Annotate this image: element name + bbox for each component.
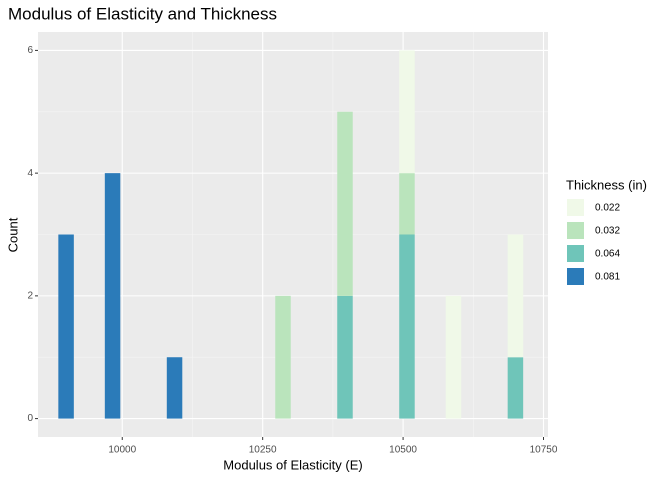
legend-title: Thickness (in) (566, 177, 647, 192)
y-tick-label: 0 (27, 413, 33, 424)
legend-label: 0.032 (595, 226, 620, 237)
x-tick-label: 10250 (249, 445, 277, 456)
bar (166, 357, 183, 419)
bar (58, 234, 74, 419)
bar (445, 295, 462, 419)
bar (507, 234, 524, 358)
legend-label: 0.081 (595, 272, 620, 283)
x-tick-label: 10500 (389, 445, 417, 456)
bar (399, 234, 415, 419)
y-axis-title: Count (5, 217, 20, 252)
chart-title: Modulus of Elasticity and Thickness (8, 4, 277, 23)
x-axis-title: Modulus of Elasticity (E) (223, 457, 362, 472)
bar (104, 173, 121, 419)
bar (507, 357, 524, 419)
x-tick-label: 10000 (108, 445, 136, 456)
legend-label: 0.022 (595, 203, 620, 214)
bar (399, 173, 415, 235)
bar (275, 295, 291, 419)
legend-key (567, 222, 584, 239)
legend-key (567, 245, 584, 262)
bar (337, 295, 353, 419)
y-tick-label: 2 (27, 291, 33, 302)
y-tick-label: 4 (27, 168, 33, 179)
y-tick-label: 6 (27, 45, 33, 56)
bar (399, 50, 415, 174)
x-tick-label: 10750 (530, 445, 558, 456)
bar (337, 111, 353, 296)
legend-key (567, 199, 584, 216)
legend-label: 0.064 (595, 249, 620, 260)
legend-key (567, 268, 584, 285)
